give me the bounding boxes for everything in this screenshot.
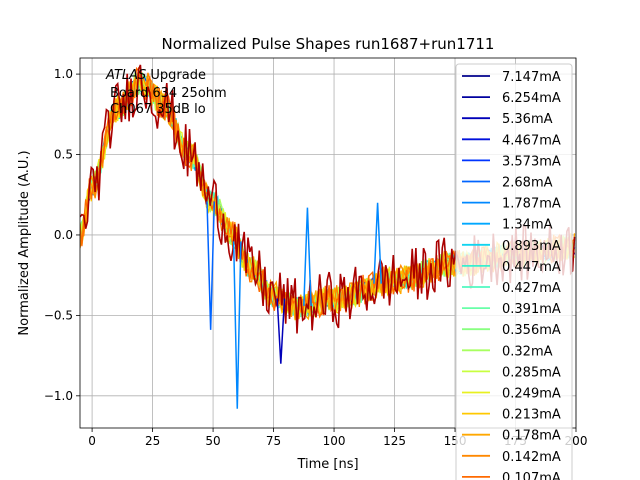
y-axis-label: Normalized Amplitude (A.U.) [17,150,32,335]
legend-label: 0.447mA [502,260,561,275]
legend: 7.147mA 6.254mA 5.36mA 4.467mA 3.573mA 2.68mA… [455,63,573,480]
legend-label: 0.285mA [502,365,561,380]
x-tick-label: 125 [383,434,406,448]
annotation-line1: ATLAS Upgrade [105,68,206,83]
legend-label: 6.254mA [502,91,561,106]
legend-label: 2.68mA [502,176,553,191]
y-tick-label: 0.0 [54,228,73,242]
legend-label: 5.36mA [502,112,553,127]
y-tick-label: −1.0 [44,389,73,403]
legend-label: 0.249mA [502,387,561,402]
legend-label: 3.573mA [502,154,561,169]
legend-label: 0.391mA [502,302,561,317]
legend-label: 0.142mA [502,450,561,465]
legend-label: 7.147mA [502,70,561,85]
annotation-line2: Board 634 25ohm [110,86,227,101]
legend-box [455,63,573,480]
x-tick-label: 50 [205,434,220,448]
legend-label: 0.107mA [502,471,561,480]
annotation-line3: Ch067 35dB lo [110,102,206,117]
chart-title: Normalized Pulse Shapes run1687+run1711 [162,35,495,53]
y-tick-label: 0.5 [54,148,73,162]
spike [373,202,382,284]
legend-label: 0.178mA [502,429,561,444]
spike [206,201,216,330]
spike [276,298,286,364]
legend-label: 0.893mA [502,239,561,254]
legend-label: 1.34mA [502,218,553,233]
axes-frame [79,57,577,429]
legend-label: 0.32mA [502,344,553,359]
legend-label: 0.213mA [502,408,561,423]
spike [232,241,242,409]
x-tick-label: 100 [323,434,346,448]
x-tick-label: 25 [145,434,160,448]
legend-label: 1.787mA [502,197,561,212]
x-axis-label: Time [ns] [296,457,358,472]
legend-label: 0.356mA [502,323,561,338]
x-tick-label: 75 [266,434,281,448]
x-tick-label: 0 [88,434,96,448]
y-tick-label: 1.0 [54,67,73,81]
spike [303,207,312,306]
annotation-atlas: ATLAS [105,68,146,83]
annotation-upgrade: Upgrade [146,68,206,83]
legend-label: 0.427mA [502,281,561,296]
y-tick-label: −0.5 [44,308,73,322]
legend-label: 4.467mA [502,133,561,148]
